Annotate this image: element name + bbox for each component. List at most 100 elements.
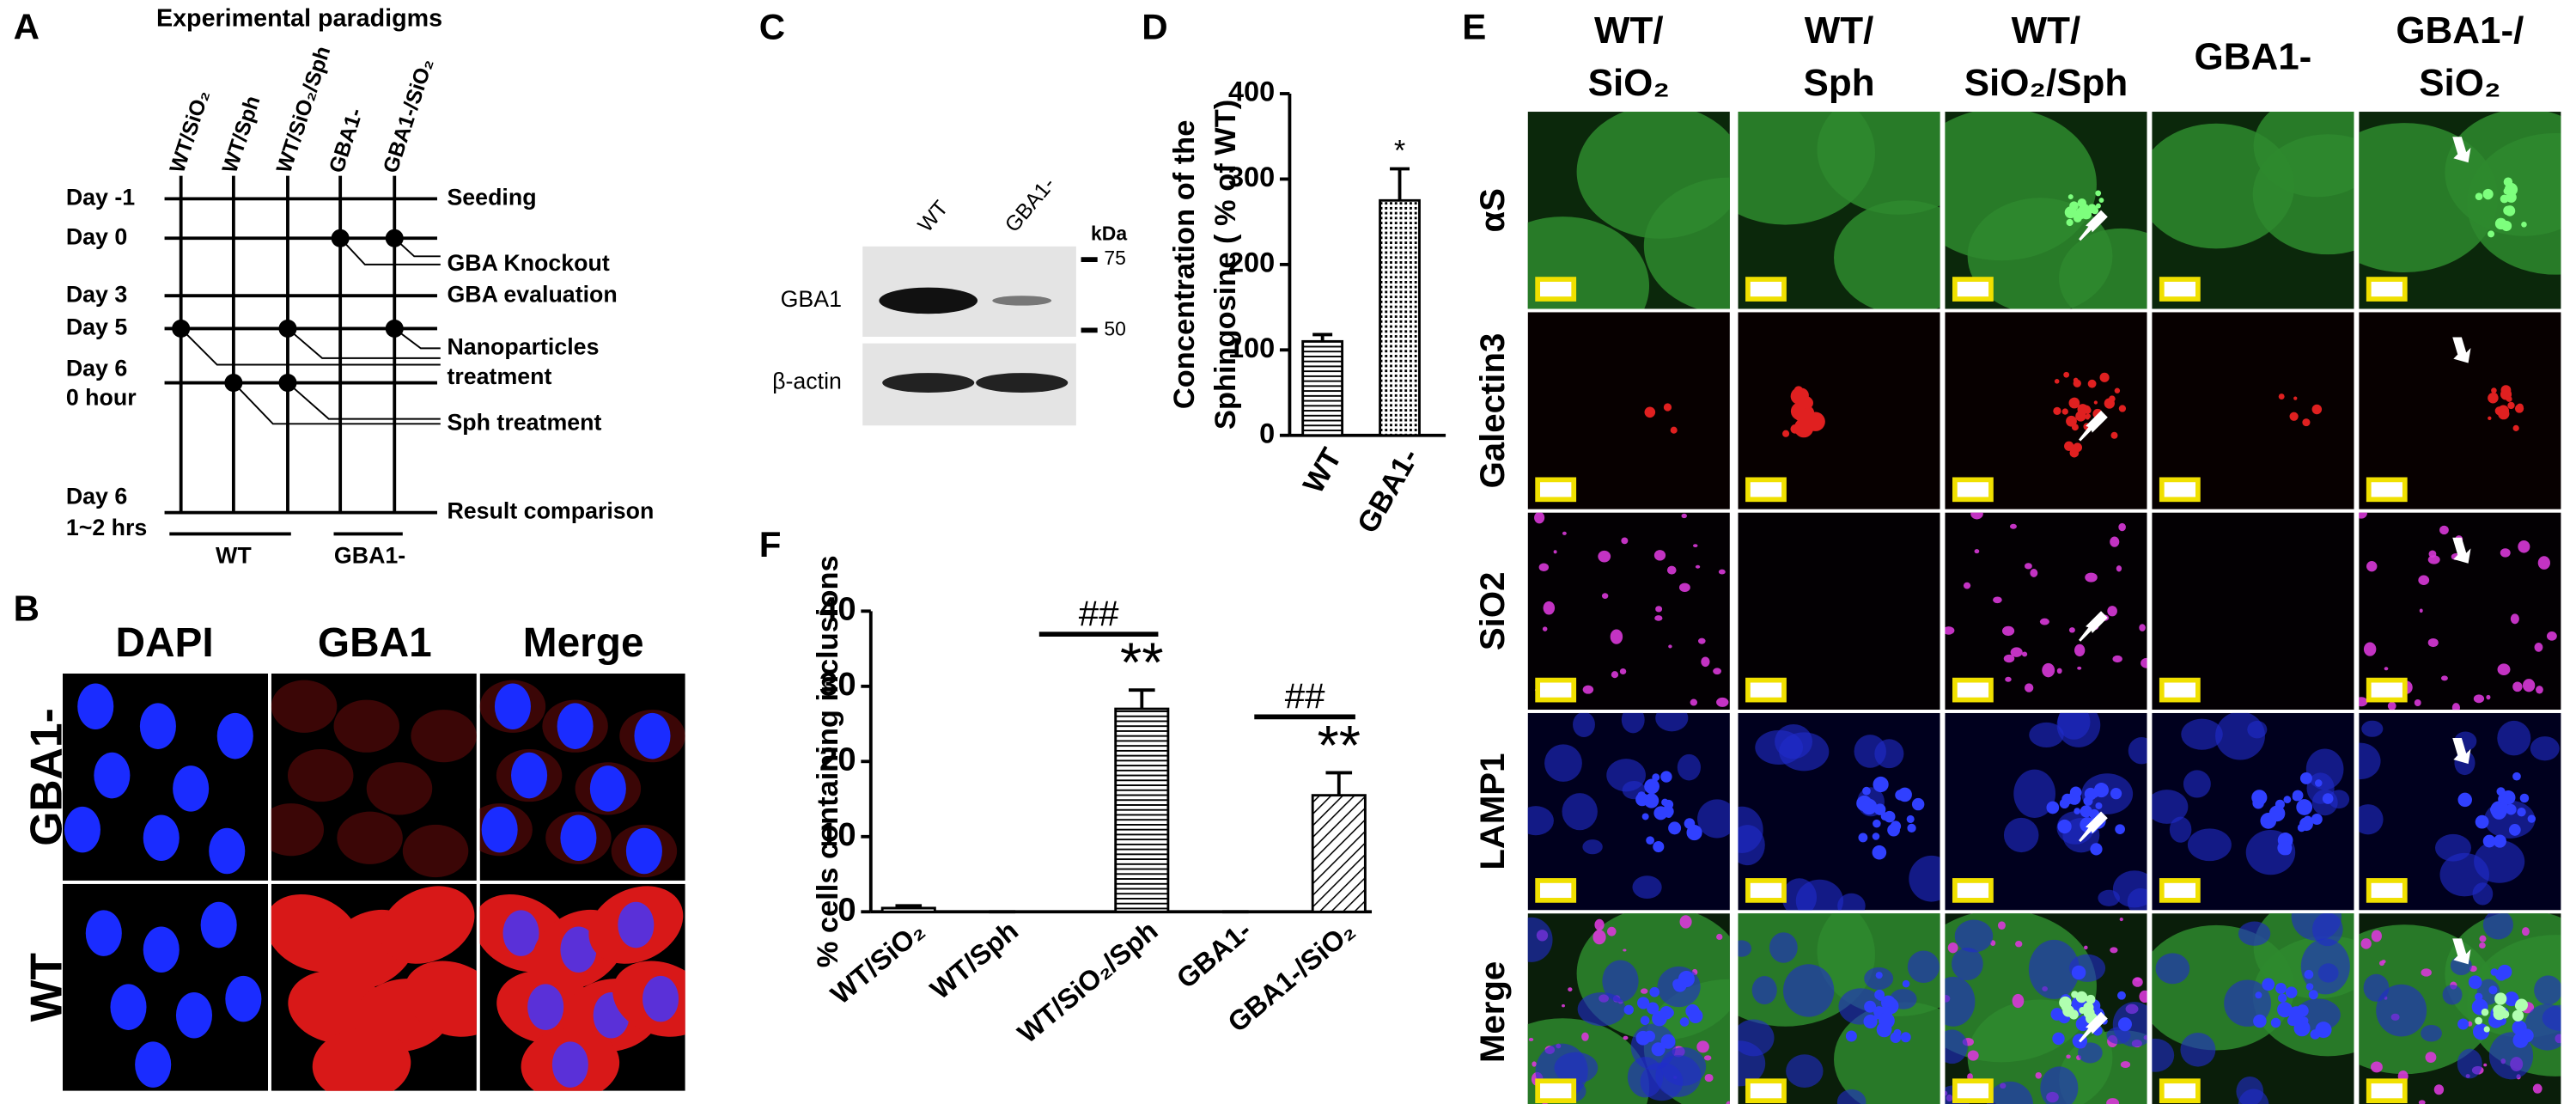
puncta bbox=[2104, 398, 2115, 409]
puncta bbox=[2093, 783, 2109, 798]
blob bbox=[1952, 947, 1983, 981]
connector bbox=[180, 327, 441, 366]
blob bbox=[2127, 887, 2147, 911]
blob bbox=[1696, 1040, 1709, 1053]
puncta bbox=[2086, 994, 2096, 1004]
puncta bbox=[2110, 431, 2118, 439]
blob bbox=[2381, 960, 2386, 964]
x-tick-label: WT bbox=[1297, 442, 1349, 498]
puncta bbox=[2507, 401, 2515, 410]
blob bbox=[1668, 644, 1672, 649]
blob bbox=[2152, 1038, 2175, 1072]
blob bbox=[2128, 737, 2147, 765]
y-tick-label: 20 bbox=[819, 741, 856, 778]
nucleus bbox=[527, 984, 564, 1030]
nucleus bbox=[209, 827, 246, 875]
puncta bbox=[1672, 979, 1683, 990]
puncta bbox=[2090, 843, 2103, 856]
scale-bar bbox=[1952, 677, 1994, 703]
puncta bbox=[2087, 204, 2098, 214]
arrow bbox=[2452, 738, 2471, 765]
puncta bbox=[1644, 406, 1656, 418]
event-label: Sph treatment bbox=[447, 409, 601, 435]
puncta bbox=[1641, 813, 1649, 820]
blob bbox=[2118, 522, 2126, 532]
scale-bar bbox=[2159, 878, 2201, 903]
cell bbox=[1834, 200, 1940, 309]
micrograph bbox=[1738, 913, 1940, 1104]
y-tick-label: 40 bbox=[819, 590, 856, 627]
blob bbox=[2187, 828, 2232, 862]
connector bbox=[393, 237, 441, 258]
panel-label: A bbox=[14, 7, 40, 47]
puncta bbox=[2304, 969, 2314, 979]
nucleus bbox=[481, 806, 518, 853]
y-tick-label: 400 bbox=[1228, 76, 1275, 107]
puncta bbox=[1872, 845, 1887, 860]
connector bbox=[339, 237, 441, 265]
arrow bbox=[2452, 137, 2471, 163]
micrograph bbox=[1738, 712, 1940, 911]
puncta bbox=[2115, 824, 2125, 834]
puncta bbox=[1906, 814, 1915, 823]
cell bbox=[1945, 112, 2097, 261]
puncta bbox=[2077, 198, 2087, 208]
scale-bar bbox=[2366, 1078, 2408, 1104]
puncta bbox=[2514, 1001, 2524, 1011]
puncta bbox=[2293, 396, 2298, 400]
puncta bbox=[1911, 797, 1925, 811]
connector bbox=[287, 327, 441, 359]
blob bbox=[1640, 988, 1648, 994]
blob bbox=[2305, 748, 2344, 790]
blob bbox=[1553, 550, 1557, 554]
puncta bbox=[2046, 801, 2060, 814]
puncta bbox=[2073, 377, 2079, 383]
day-label: Day -1 bbox=[66, 184, 135, 210]
puncta bbox=[2253, 1014, 2267, 1028]
significance: ** bbox=[1120, 631, 1164, 694]
puncta bbox=[2457, 1018, 2469, 1030]
puncta bbox=[1670, 426, 1678, 434]
puncta bbox=[2052, 1032, 2065, 1046]
blob bbox=[2482, 913, 2513, 940]
nucleus bbox=[642, 975, 679, 1022]
puncta bbox=[2255, 991, 2262, 999]
row-label: LAMP1 bbox=[1473, 753, 1512, 870]
bar bbox=[1379, 198, 1421, 437]
blob bbox=[2534, 975, 2561, 1005]
blob bbox=[1716, 697, 1729, 707]
cell bbox=[312, 1028, 411, 1091]
y-axis-label: Concentration of the bbox=[1168, 120, 1201, 409]
blob bbox=[2359, 742, 2381, 780]
blob bbox=[2359, 512, 2367, 519]
cell bbox=[380, 886, 475, 964]
puncta bbox=[2517, 807, 2526, 817]
puncta bbox=[2071, 965, 2086, 980]
puncta bbox=[1879, 1012, 1895, 1029]
puncta bbox=[1872, 833, 1880, 840]
blob bbox=[1713, 668, 1721, 675]
puncta bbox=[2481, 1008, 2489, 1016]
puncta bbox=[2061, 408, 2068, 415]
puncta bbox=[1864, 1000, 1877, 1013]
blob bbox=[2066, 1054, 2071, 1059]
blob bbox=[2074, 643, 2086, 657]
blob bbox=[2107, 606, 2117, 617]
group-label: GBA1- bbox=[334, 542, 405, 568]
blob bbox=[2427, 637, 2439, 648]
scale-bar bbox=[2159, 277, 2201, 302]
column-label: WT/ bbox=[1594, 9, 1664, 52]
puncta bbox=[2099, 372, 2110, 382]
puncta bbox=[2468, 975, 2482, 990]
blob bbox=[2085, 572, 2098, 582]
puncta bbox=[2066, 218, 2074, 227]
puncta bbox=[1640, 1016, 1650, 1026]
puncta bbox=[2067, 194, 2074, 200]
puncta bbox=[2054, 378, 2060, 384]
panel-title: Experimental paradigms bbox=[156, 5, 442, 33]
column-label: SiO₂/Sph bbox=[1964, 62, 2128, 104]
puncta bbox=[2098, 198, 2104, 203]
puncta bbox=[2275, 983, 2287, 994]
puncta bbox=[1679, 1017, 1690, 1027]
blob bbox=[2119, 918, 2123, 922]
